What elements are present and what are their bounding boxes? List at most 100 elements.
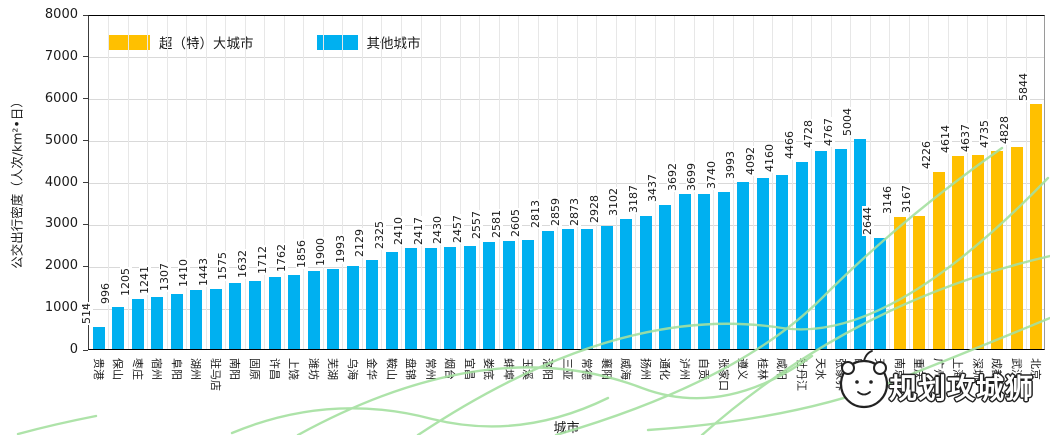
bar-value-label: 1410 <box>177 257 191 288</box>
bar <box>170 294 183 349</box>
bar-value-label: 2325 <box>372 219 386 250</box>
bar <box>1010 146 1023 349</box>
x-axis-title: 城市 <box>553 421 580 435</box>
bar <box>541 231 554 349</box>
grid-line <box>89 57 1044 59</box>
bar <box>483 241 496 349</box>
bar <box>600 226 613 349</box>
bar <box>424 247 437 349</box>
y-tick-mark <box>83 265 88 267</box>
bar-value-label: 1575 <box>216 251 230 282</box>
legend-swatch-mega <box>109 34 150 50</box>
x-city-label: 牡丹江 <box>794 358 808 391</box>
bar-value-label: 1241 <box>138 265 152 296</box>
bar-value-label: 1900 <box>314 237 328 268</box>
bar-value-label: 4735 <box>978 118 992 149</box>
legend: 超（特）大城市 其他城市 <box>109 32 484 52</box>
bar <box>795 162 808 349</box>
legend-item-other: 其他城市 <box>316 32 421 52</box>
y-tick-mark <box>83 14 88 16</box>
grid-line <box>791 16 793 349</box>
grid-line <box>986 16 988 349</box>
y-tick-label: 1000 <box>44 300 78 316</box>
bar <box>639 215 652 349</box>
x-city-label: 阜阳 <box>169 358 183 380</box>
plot-area: 超（特）大城市 其他城市 514 996 1205 1241 1307 1410 1443 1… <box>80 15 1045 350</box>
bar <box>854 139 867 349</box>
grid-line <box>342 16 344 349</box>
bar-value-label: 2859 <box>548 197 562 228</box>
grid-line <box>830 16 832 349</box>
grid-line <box>869 16 871 349</box>
bar-value-label: 4466 <box>782 129 796 160</box>
bar-value-label: 5004 <box>841 107 855 138</box>
grid-line <box>1006 16 1008 349</box>
bar <box>952 155 965 349</box>
grid-line <box>498 16 500 349</box>
grid-line <box>147 16 149 349</box>
bar <box>190 289 203 349</box>
y-tick-label: 3000 <box>44 216 78 232</box>
legend-item-mega: 超（特）大城市 <box>109 32 254 52</box>
grid-line <box>908 16 910 349</box>
bar <box>815 151 828 349</box>
y-tick-label: 7000 <box>44 48 78 64</box>
bar <box>249 280 261 349</box>
bar-value-label: 2605 <box>509 207 523 238</box>
bar-value-label: 1712 <box>255 245 269 276</box>
x-city-label: 潍坊 <box>306 358 320 380</box>
grid-line <box>166 16 168 349</box>
x-city-label: 遵义 <box>736 358 750 380</box>
x-city-label: 贵港 <box>91 358 105 380</box>
bar <box>698 194 711 349</box>
grid-line <box>576 16 578 349</box>
bar <box>581 228 594 349</box>
bar-value-label: 3699 <box>685 162 699 193</box>
x-city-label: 蚌埠 <box>501 358 515 380</box>
bar-value-label: 3740 <box>704 160 718 191</box>
bar <box>776 174 789 349</box>
grid-line <box>479 16 481 349</box>
x-city-label: 湖州 <box>189 358 203 380</box>
grid-line <box>244 16 246 349</box>
bar <box>444 247 457 349</box>
grid-line <box>967 16 969 349</box>
grid-line <box>361 16 363 349</box>
bar-value-label: 1443 <box>196 256 210 287</box>
x-city-label: 扬州 <box>638 358 652 380</box>
bar <box>405 248 418 349</box>
grid-line <box>127 16 129 349</box>
grid-line <box>381 16 383 349</box>
grid-line <box>225 16 227 349</box>
grid-line <box>459 16 461 349</box>
bar-value-label: 1205 <box>118 266 132 297</box>
bar-value-label: 4092 <box>743 145 757 176</box>
bar <box>92 327 105 349</box>
x-city-label: 鞍山 <box>384 358 398 380</box>
x-city-label: 通化 <box>658 358 672 380</box>
bar <box>1030 104 1043 349</box>
y-tick-label: 2000 <box>44 258 78 274</box>
bar <box>112 307 125 349</box>
grid-line <box>596 16 598 349</box>
grid-line <box>420 16 422 349</box>
bar-value-label: 5844 <box>1017 72 1031 103</box>
y-tick-mark <box>83 307 88 309</box>
grid-line <box>322 16 324 349</box>
grid-line <box>635 16 637 349</box>
x-city-label: 烟台 <box>443 358 457 380</box>
x-city-label: 威海 <box>619 358 633 380</box>
x-city-label: 芜湖 <box>326 358 340 380</box>
x-city-label: 南阳 <box>228 358 242 380</box>
bar-value-label: 4767 <box>821 117 835 148</box>
grid-line <box>615 16 617 349</box>
y-tick-label: 8000 <box>44 7 78 22</box>
grid-line <box>947 16 949 349</box>
y-tick-label: 6000 <box>44 90 78 106</box>
x-city-label: 西宁 <box>853 358 867 380</box>
x-city-label: 张家口 <box>716 358 730 391</box>
bar <box>131 298 144 349</box>
x-city-label: 乌海 <box>345 358 359 380</box>
x-city-label: 自贡 <box>697 358 711 380</box>
bar-value-label: 4614 <box>939 123 953 154</box>
